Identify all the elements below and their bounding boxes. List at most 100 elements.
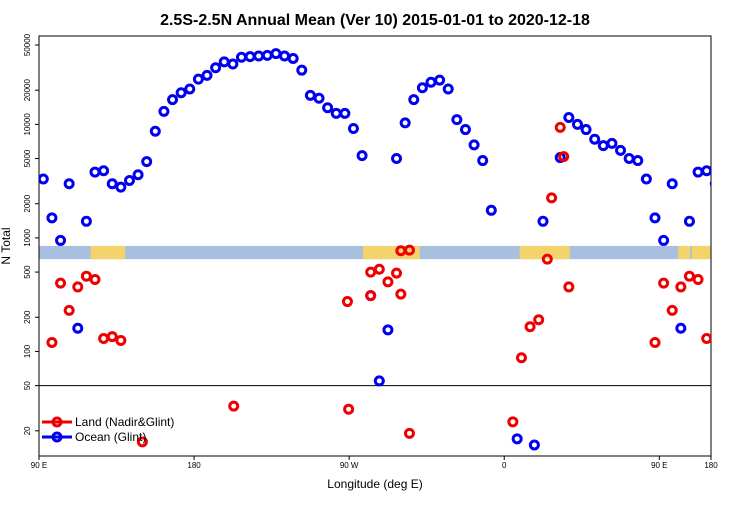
ocean-point	[339, 107, 351, 119]
ocean-point	[408, 94, 420, 106]
y-tick-label: 2000	[23, 194, 32, 212]
land-point	[649, 336, 661, 348]
data-points	[39, 48, 745, 451]
land-point	[89, 274, 101, 286]
ocean-point	[658, 234, 670, 246]
land-point	[683, 270, 695, 282]
ocean-point	[227, 58, 239, 70]
y-tick-label: 10000	[23, 113, 32, 136]
ocean-point	[132, 169, 144, 181]
ocean-point	[184, 83, 196, 95]
ocean-point	[72, 322, 84, 334]
ocean-point	[709, 180, 711, 188]
y-tick-label: 500	[23, 265, 32, 279]
ocean-point	[391, 153, 403, 165]
ocean-point	[192, 73, 204, 85]
land-band-segment-3	[678, 245, 691, 260]
ocean-point	[261, 49, 273, 61]
ocean-point	[640, 173, 652, 185]
ocean-point	[167, 94, 179, 106]
chart-title: 2.5S-2.5N Annual Mean (Ver 10) 2015-01-0…	[160, 12, 590, 29]
land-point	[720, 336, 728, 344]
ocean-point	[692, 166, 704, 178]
ocean-point	[737, 171, 745, 179]
land-point	[692, 274, 704, 286]
band-layer	[39, 245, 711, 260]
ocean-point	[597, 140, 609, 152]
x-tick-label: 90 E	[651, 461, 667, 470]
ocean-point	[106, 178, 118, 190]
ocean-point	[468, 139, 480, 151]
land-point	[341, 296, 353, 308]
x-axis: 90 E 180 90 W 0 90 E 180	[31, 456, 718, 470]
y-axis-label: N Total	[0, 227, 13, 264]
ocean-point	[399, 117, 411, 129]
land-point	[72, 281, 84, 293]
ocean-point	[632, 155, 644, 167]
ocean-point	[580, 124, 592, 136]
ocean-point	[175, 87, 187, 99]
y-tick-label: 20	[23, 426, 32, 435]
ocean-point	[701, 165, 711, 177]
ocean-point	[253, 50, 265, 62]
land-point	[507, 416, 519, 428]
land-point	[666, 304, 678, 316]
ocean-point	[244, 51, 256, 63]
ocean-point	[313, 92, 325, 104]
ocean-point	[46, 212, 58, 224]
ocean-point	[39, 173, 49, 185]
land-point	[515, 352, 527, 364]
land-point	[395, 288, 407, 300]
ocean-point	[304, 89, 316, 101]
land-point	[63, 304, 75, 316]
ocean-point	[287, 53, 299, 65]
land-point	[55, 277, 67, 289]
ocean-point	[382, 324, 394, 336]
land-point	[80, 270, 92, 282]
land-point	[373, 263, 385, 275]
land-point	[541, 253, 553, 265]
x-tick-label: 0	[502, 461, 507, 470]
legend: Land (Nadir&Glint) Ocean (Glint)	[42, 415, 174, 444]
land-point	[558, 151, 570, 163]
ocean-point	[528, 439, 540, 451]
land-point	[343, 403, 355, 415]
ocean-point	[115, 181, 127, 193]
ocean-point	[218, 56, 230, 68]
ocean-point	[373, 375, 385, 387]
y-tick-label: 200	[23, 310, 32, 324]
y-tick-label: 50	[23, 381, 32, 390]
ocean-point	[63, 178, 75, 190]
land-point	[115, 334, 127, 346]
y-tick-label: 20000	[23, 79, 32, 102]
ocean-point	[615, 144, 627, 156]
ocean-point	[123, 175, 135, 187]
ocean-point	[477, 155, 489, 167]
ocean-point	[683, 215, 695, 227]
land-point	[658, 277, 670, 289]
land-band-segment-2	[519, 245, 570, 260]
x-tick-label: 180	[187, 461, 201, 470]
land-point	[533, 314, 545, 326]
ocean-point	[356, 150, 368, 162]
ocean-point	[606, 137, 618, 149]
ocean-point	[149, 125, 161, 137]
ocean-point	[623, 153, 635, 165]
ocean-point	[425, 76, 437, 88]
ocean-point	[537, 215, 549, 227]
ocean-point	[80, 215, 92, 227]
y-tick-label: 5000	[23, 149, 32, 167]
land-band-segment-0	[90, 245, 126, 260]
land-point	[46, 336, 58, 348]
ocean-point	[649, 212, 661, 224]
x-axis-label: Longitude (deg E)	[327, 477, 422, 491]
plot-frame	[38, 35, 712, 457]
land-point	[382, 276, 394, 288]
ocean-point	[485, 204, 497, 216]
ocean-point	[210, 62, 222, 74]
ocean-point	[296, 64, 308, 76]
land-point	[136, 436, 148, 448]
ocean-point	[459, 124, 471, 136]
y-axis: 20 50 100 200 500 1000 2000 5000 10000 20000 50000	[23, 33, 39, 435]
